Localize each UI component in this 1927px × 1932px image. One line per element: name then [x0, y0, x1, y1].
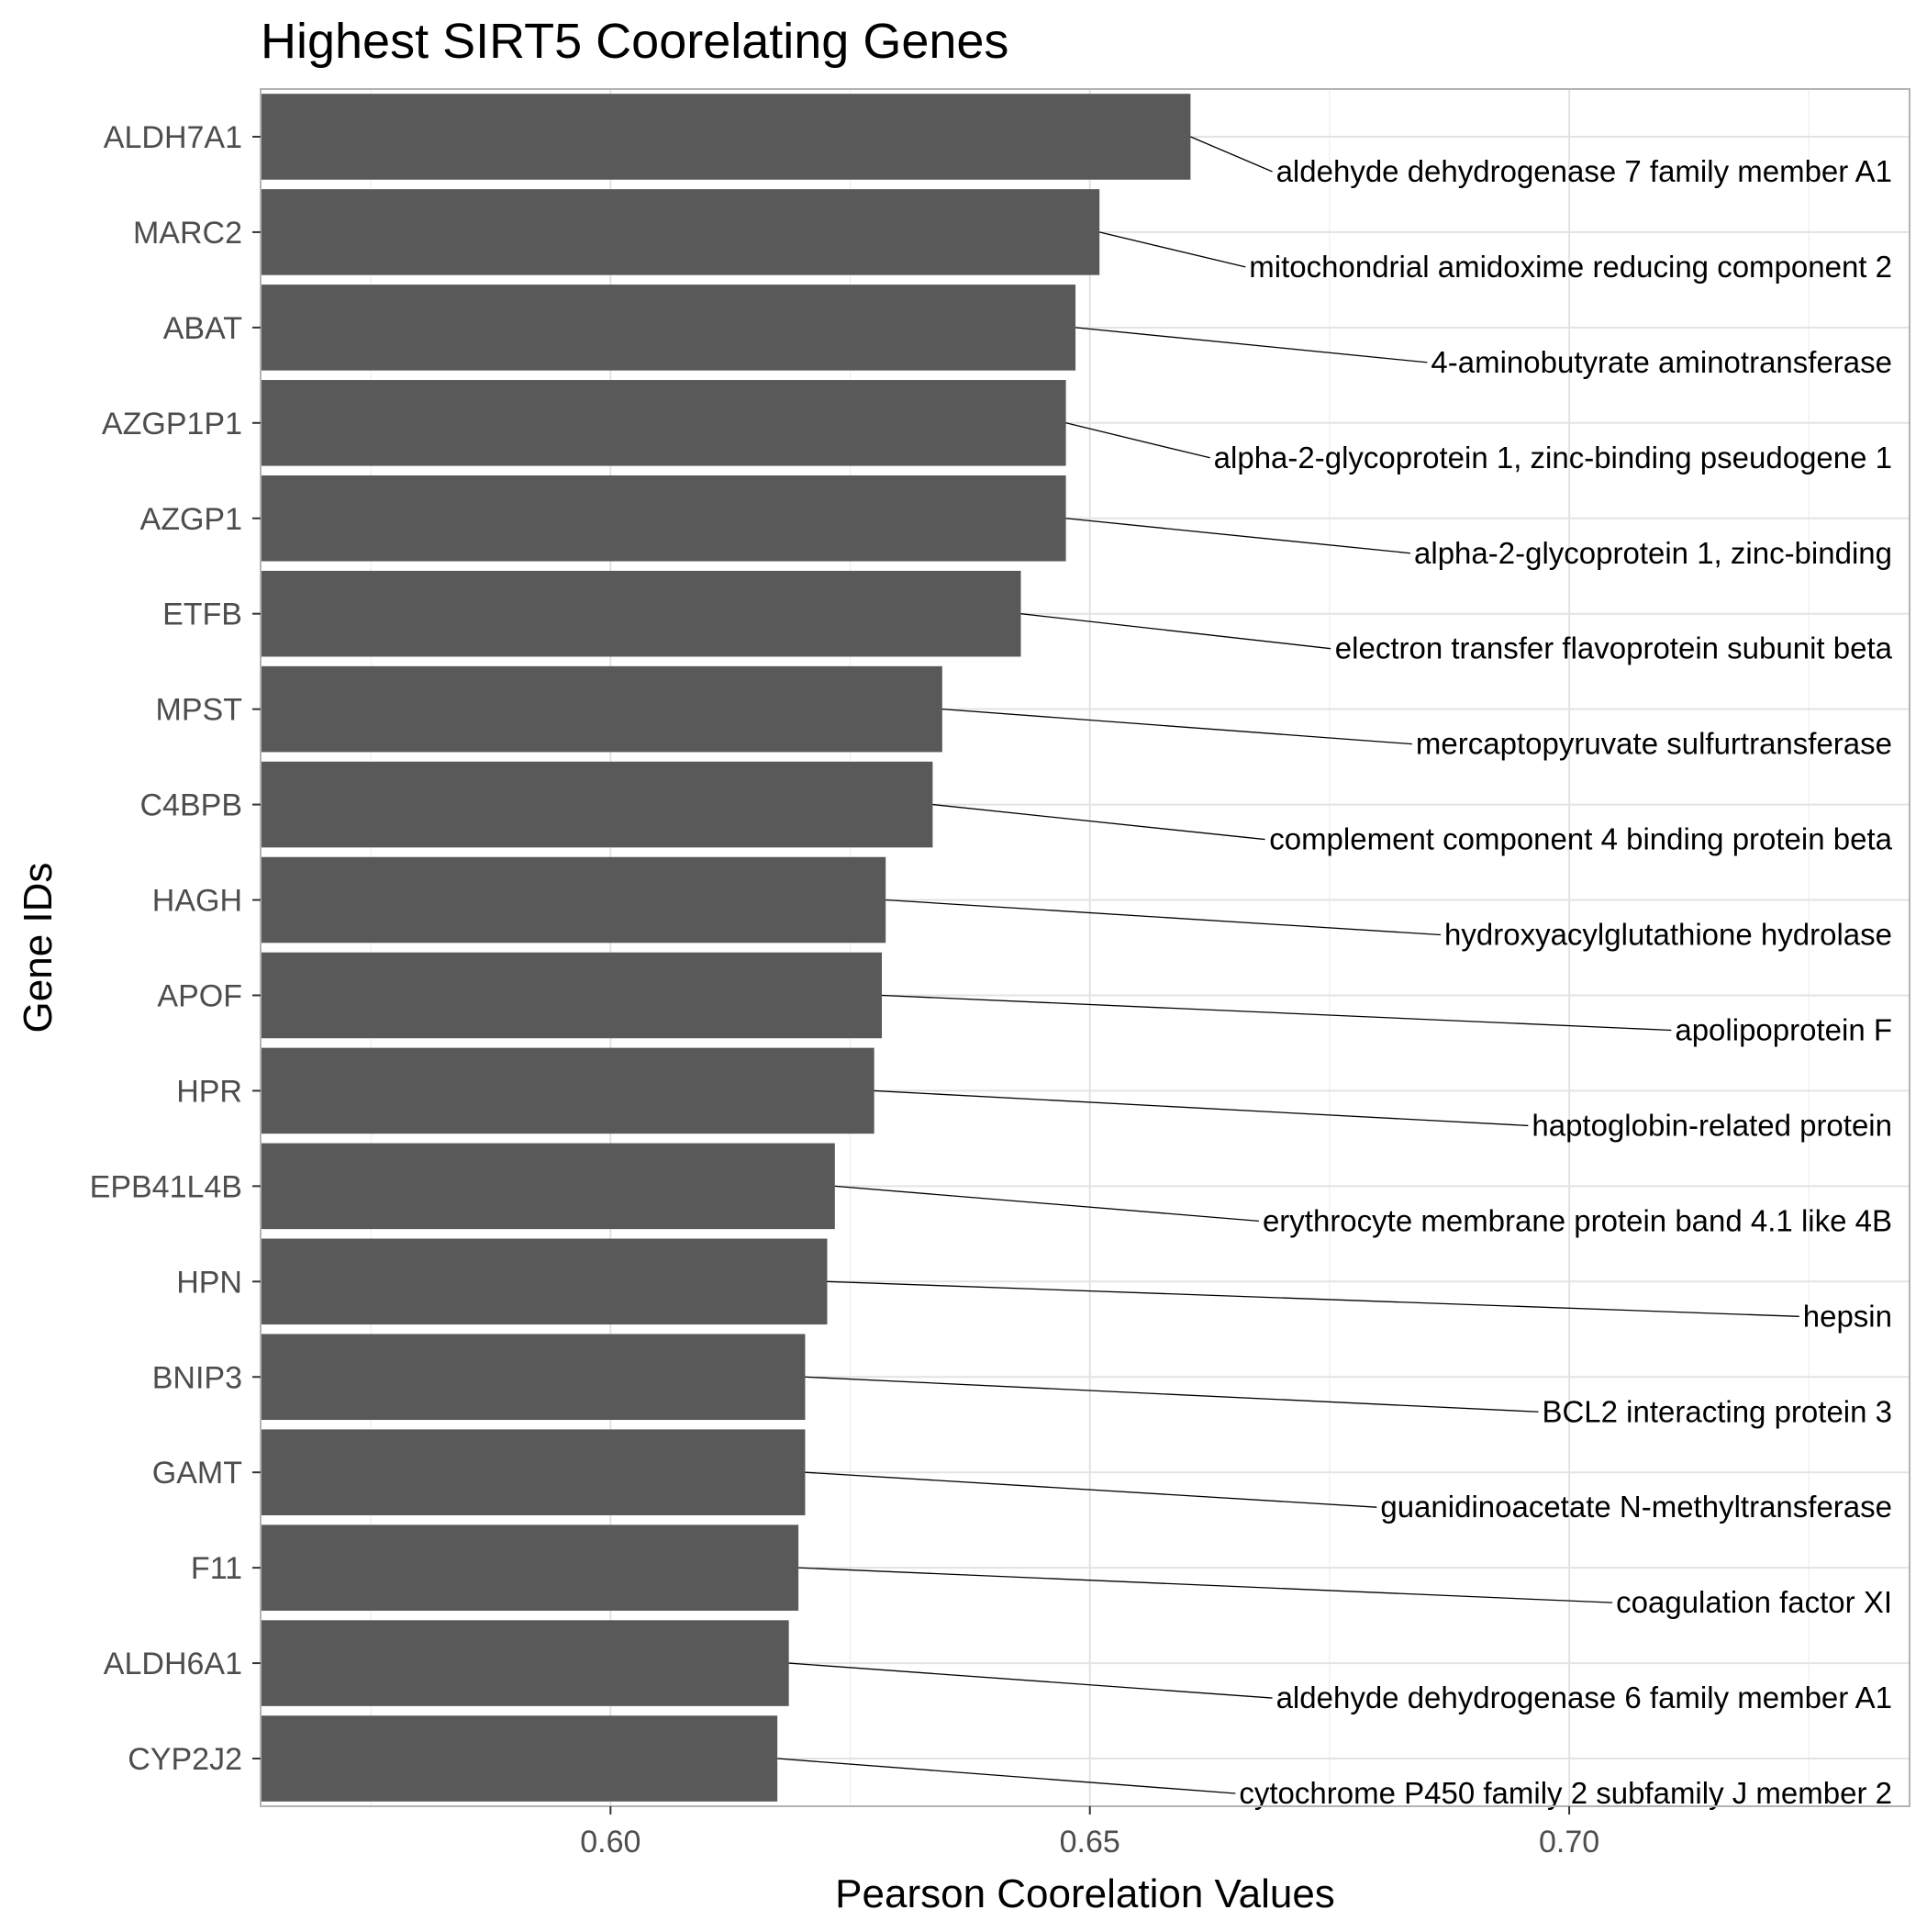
- annotation-label: complement component 4 binding protein b…: [1269, 822, 1892, 856]
- bar: [261, 1620, 789, 1706]
- y-tick-label: ABAT: [163, 311, 242, 346]
- annotation-label: 4-aminobutyrate aminotransferase: [1431, 345, 1892, 379]
- annotation-leader-line: [1075, 327, 1428, 363]
- annotation-leader-line: [834, 1185, 1260, 1223]
- bar: [261, 189, 1100, 275]
- y-tick-label: ETFB: [162, 597, 242, 632]
- y-tick-label: MPST: [156, 693, 242, 728]
- annotation-leader-line: [798, 1567, 1613, 1603]
- bar: [261, 952, 883, 1039]
- annotation-label: alpha-2-glycoprotein 1, zinc-binding pse…: [1214, 441, 1892, 475]
- y-tick-label: HPN: [176, 1265, 242, 1300]
- annotation-leader-line: [827, 1280, 1799, 1317]
- panel-border: [260, 88, 1910, 1807]
- annotation-label: erythrocyte membrane protein band 4.1 li…: [1263, 1203, 1892, 1237]
- annotation-label: hydroxyacylglutathione hydrolase: [1444, 918, 1892, 952]
- x-tick-label: 0.60: [580, 1825, 640, 1859]
- bar: [261, 570, 1021, 657]
- annotation-leader-line: [788, 1662, 1273, 1699]
- x-tick-label: 0.70: [1539, 1825, 1599, 1859]
- bar: [261, 665, 942, 753]
- annotation-label: mitochondrial amidoxime reducing compone…: [1249, 250, 1892, 284]
- y-axis-title: Gene IDs: [16, 863, 61, 1033]
- y-tick-label: CYP2J2: [128, 1742, 242, 1777]
- y-tick-label: BNIP3: [152, 1360, 242, 1395]
- annotation-label: haptoglobin-related protein: [1532, 1108, 1892, 1142]
- bar: [261, 285, 1076, 371]
- annotation-label: cytochrome P450 family 2 subfamily J mem…: [1239, 1776, 1892, 1810]
- annotation-leader-line: [941, 708, 1412, 745]
- y-tick-label: ALDH7A1: [104, 120, 242, 155]
- annotation-leader-line: [932, 803, 1265, 841]
- y-tick-label: APOF: [157, 978, 242, 1013]
- annotation-leader-line: [1020, 613, 1331, 650]
- annotation-label: alpha-2-glycoprotein 1, zinc-binding: [1414, 536, 1892, 570]
- annotation-label: apolipoprotein F: [1675, 1012, 1892, 1046]
- annotation-label: aldehyde dehydrogenase 7 family member A…: [1276, 154, 1892, 188]
- annotation-leader-line: [805, 1471, 1377, 1508]
- annotation-leader-line: [1065, 518, 1411, 554]
- bar: [261, 1334, 806, 1421]
- bar: [261, 1143, 835, 1230]
- bar: [261, 380, 1066, 466]
- y-tick-label: GAMT: [152, 1456, 242, 1491]
- bar: [261, 1429, 806, 1515]
- y-tick-label: MARC2: [133, 216, 242, 251]
- annotation-leader-line: [874, 1089, 1529, 1127]
- y-tick-label: F11: [191, 1551, 242, 1586]
- y-tick-label: AZGP1: [140, 502, 242, 537]
- bar: [261, 94, 1191, 180]
- bar: [261, 475, 1066, 562]
- y-tick-label: ALDH6A1: [104, 1647, 242, 1681]
- y-tick-label: HPR: [176, 1074, 242, 1109]
- annotation-leader-line: [886, 899, 1442, 936]
- annotation-leader-line: [777, 1758, 1236, 1794]
- x-axis-title: Pearson Coorelation Values: [835, 1871, 1335, 1916]
- bar: [261, 761, 933, 848]
- bar: [261, 1524, 799, 1611]
- annotation-label: electron transfer flavoprotein subunit b…: [1335, 631, 1893, 665]
- annotation-leader-line: [881, 994, 1672, 1032]
- y-tick-label: HAGH: [152, 884, 242, 919]
- annotation-leader-line: [805, 1376, 1539, 1413]
- x-tick-label: 0.65: [1060, 1825, 1120, 1859]
- annotation-leader-line: [1065, 422, 1210, 459]
- bar: [261, 1047, 874, 1134]
- annotation-label: hepsin: [1803, 1299, 1892, 1333]
- bar: [261, 1238, 828, 1325]
- y-tick-label: C4BPB: [140, 788, 243, 823]
- annotation-label: BCL2 interacting protein 3: [1542, 1394, 1892, 1428]
- chart-title: Highest SIRT5 Coorelating Genes: [261, 14, 1009, 69]
- bar: [261, 1715, 778, 1802]
- annotation-label: coagulation factor XI: [1616, 1585, 1892, 1619]
- bar: [261, 856, 886, 944]
- annotation-label: mercaptopyruvate sulfurtransferase: [1416, 727, 1892, 761]
- y-tick-label: EPB41L4B: [90, 1169, 242, 1204]
- annotation-label: aldehyde dehydrogenase 6 family member A…: [1276, 1681, 1892, 1714]
- annotation-leader-line: [1099, 231, 1246, 268]
- annotation-leader-line: [1190, 136, 1273, 173]
- y-tick-label: AZGP1P1: [102, 407, 242, 441]
- annotation-label: guanidinoacetate N-methyltransferase: [1380, 1490, 1892, 1524]
